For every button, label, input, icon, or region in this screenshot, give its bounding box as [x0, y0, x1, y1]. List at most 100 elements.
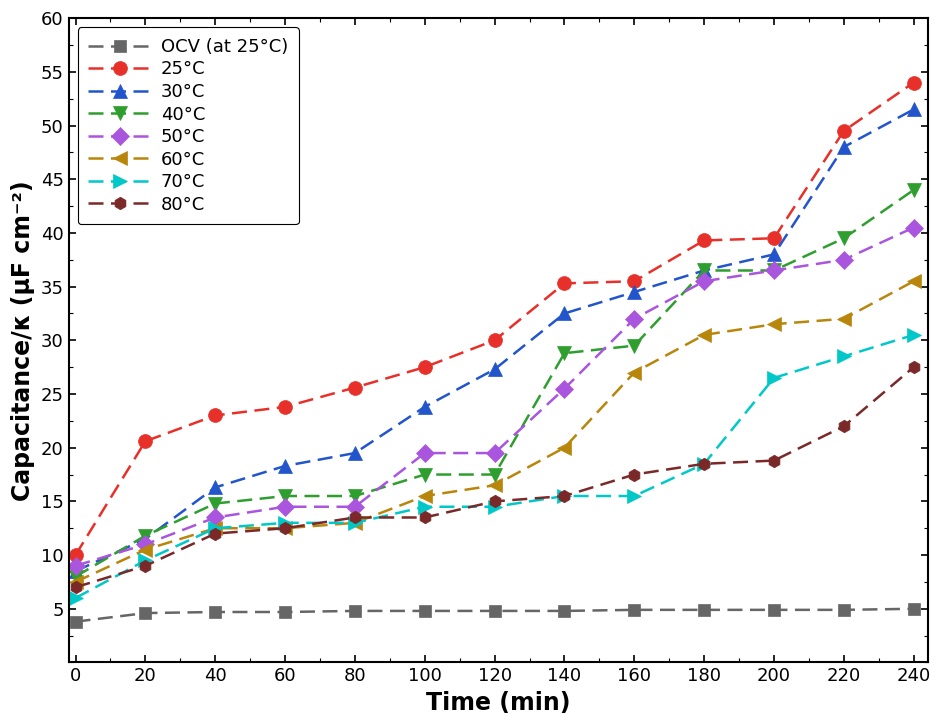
60°C — [279, 524, 291, 533]
25°C — [419, 363, 430, 372]
30°C — [908, 105, 919, 114]
60°C — [559, 444, 570, 452]
50°C — [210, 513, 221, 522]
OCV (at 25°C) — [489, 606, 500, 615]
30°C — [349, 449, 361, 457]
30°C — [279, 462, 291, 470]
OCV (at 25°C) — [629, 605, 640, 614]
30°C — [629, 287, 640, 296]
OCV (at 25°C) — [349, 606, 361, 615]
70°C — [140, 556, 151, 565]
80°C — [419, 513, 430, 522]
50°C — [419, 449, 430, 457]
70°C — [908, 330, 919, 339]
25°C — [908, 78, 919, 87]
OCV (at 25°C) — [419, 606, 430, 615]
70°C — [699, 460, 710, 468]
Line: 50°C: 50°C — [69, 221, 920, 572]
OCV (at 25°C) — [768, 605, 780, 614]
40°C — [140, 531, 151, 540]
30°C — [419, 402, 430, 411]
30°C — [768, 250, 780, 258]
OCV (at 25°C) — [279, 608, 291, 616]
OCV (at 25°C) — [210, 608, 221, 616]
60°C — [838, 314, 850, 323]
30°C — [559, 309, 570, 318]
OCV (at 25°C) — [838, 605, 850, 614]
Line: 60°C: 60°C — [69, 274, 920, 589]
Line: 30°C: 30°C — [69, 102, 920, 578]
25°C — [140, 437, 151, 446]
Legend: OCV (at 25°C), 25°C, 30°C, 40°C, 50°C, 60°C, 70°C, 80°C: OCV (at 25°C), 25°C, 30°C, 40°C, 50°C, 6… — [77, 27, 298, 224]
OCV (at 25°C) — [559, 606, 570, 615]
50°C — [559, 384, 570, 393]
25°C — [768, 234, 780, 242]
70°C — [419, 502, 430, 511]
Line: 80°C: 80°C — [69, 361, 920, 594]
40°C — [419, 470, 430, 479]
80°C — [70, 583, 81, 592]
25°C — [349, 383, 361, 392]
80°C — [140, 561, 151, 570]
40°C — [70, 572, 81, 581]
70°C — [559, 492, 570, 500]
50°C — [768, 266, 780, 275]
60°C — [210, 524, 221, 533]
80°C — [629, 470, 640, 479]
80°C — [908, 363, 919, 372]
25°C — [70, 551, 81, 560]
25°C — [629, 277, 640, 285]
70°C — [629, 492, 640, 500]
60°C — [349, 518, 361, 527]
80°C — [768, 456, 780, 465]
70°C — [768, 373, 780, 382]
Line: OCV (at 25°C): OCV (at 25°C) — [69, 603, 920, 628]
60°C — [908, 277, 919, 285]
X-axis label: Time (min): Time (min) — [426, 691, 570, 715]
80°C — [699, 460, 710, 468]
30°C — [70, 567, 81, 576]
50°C — [699, 277, 710, 285]
25°C — [279, 402, 291, 411]
40°C — [908, 186, 919, 195]
40°C — [768, 266, 780, 275]
Line: 70°C: 70°C — [69, 328, 920, 605]
OCV (at 25°C) — [908, 605, 919, 613]
50°C — [489, 449, 500, 457]
70°C — [489, 502, 500, 511]
40°C — [489, 470, 500, 479]
Y-axis label: Capacitance/κ (μF cm⁻²): Capacitance/κ (μF cm⁻²) — [11, 180, 35, 501]
25°C — [559, 279, 570, 287]
50°C — [349, 502, 361, 511]
OCV (at 25°C) — [140, 608, 151, 617]
50°C — [70, 561, 81, 570]
60°C — [489, 481, 500, 489]
40°C — [699, 266, 710, 275]
50°C — [838, 256, 850, 264]
40°C — [210, 499, 221, 508]
70°C — [838, 352, 850, 361]
40°C — [838, 234, 850, 242]
30°C — [699, 266, 710, 275]
80°C — [559, 492, 570, 500]
80°C — [489, 497, 500, 506]
70°C — [70, 594, 81, 603]
60°C — [699, 330, 710, 339]
50°C — [629, 314, 640, 323]
50°C — [908, 223, 919, 232]
30°C — [210, 483, 221, 492]
80°C — [210, 529, 221, 538]
70°C — [210, 524, 221, 533]
30°C — [838, 142, 850, 151]
40°C — [629, 341, 640, 350]
80°C — [349, 513, 361, 522]
40°C — [559, 348, 570, 357]
60°C — [140, 545, 151, 554]
OCV (at 25°C) — [699, 605, 710, 614]
25°C — [210, 411, 221, 420]
60°C — [768, 320, 780, 329]
80°C — [279, 524, 291, 533]
Line: 40°C: 40°C — [69, 183, 920, 584]
25°C — [838, 126, 850, 135]
60°C — [629, 368, 640, 377]
